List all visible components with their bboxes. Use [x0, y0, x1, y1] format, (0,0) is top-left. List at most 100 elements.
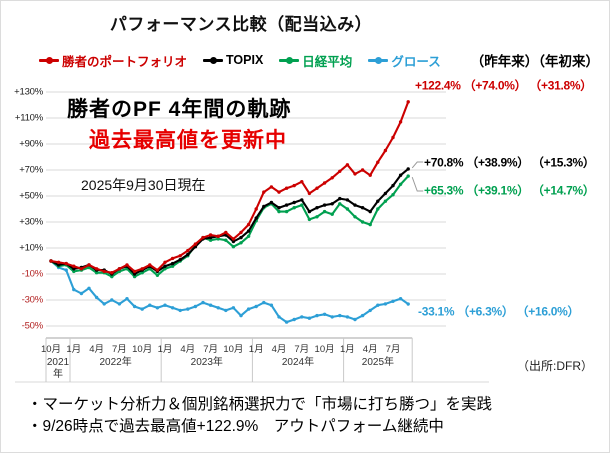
- series-marker: [254, 216, 258, 220]
- series-marker: [170, 256, 175, 261]
- series-marker: [239, 313, 243, 318]
- legend-item: グロース: [368, 51, 441, 70]
- y-axis-label: +30%: [19, 216, 43, 228]
- series-marker: [178, 308, 182, 313]
- series-marker: [186, 307, 190, 311]
- series-marker: [254, 304, 258, 309]
- series-marker: [368, 209, 372, 214]
- series-marker: [193, 304, 198, 309]
- series-marker: [262, 300, 266, 305]
- series-marker: [64, 268, 68, 272]
- x-axis-year-label: 2025年: [361, 357, 395, 368]
- series-marker: [322, 312, 327, 316]
- series-marker: [216, 237, 220, 241]
- series-marker: [338, 202, 342, 206]
- series-marker: [391, 299, 395, 303]
- series-marker: [322, 203, 327, 207]
- x-axis-month-label: 7月: [203, 344, 218, 355]
- x-axis-year-label: 2024年: [281, 357, 315, 368]
- series-marker: [246, 222, 251, 227]
- series-marker: [360, 313, 365, 318]
- annotation-headline: 勝者のPF 4年間の軌跡: [67, 98, 292, 121]
- y-axis-label: +90%: [19, 138, 43, 150]
- x-axis-month-label: 4月: [89, 344, 104, 355]
- series-marker: [360, 220, 365, 224]
- series-marker: [330, 202, 334, 206]
- series-marker: [178, 254, 182, 258]
- series-marker: [338, 313, 342, 318]
- legend-line-marker-icon: [203, 56, 224, 64]
- annotation-record-high: 過去最高値を更新中: [89, 129, 287, 152]
- series-marker: [330, 315, 334, 319]
- series-marker: [269, 303, 274, 307]
- legend-line-marker-icon: [279, 56, 300, 64]
- legend-line-marker-icon: [368, 56, 389, 64]
- x-axis-month-label: 10月: [132, 344, 153, 355]
- series-marker: [262, 190, 266, 194]
- series-marker: [406, 302, 410, 306]
- series-marker: [345, 198, 350, 202]
- series-marker: [148, 263, 152, 267]
- legend-item: 勝者のポートフォリオ: [39, 51, 187, 70]
- series-marker: [398, 173, 403, 177]
- series-marker: [163, 260, 167, 264]
- x-axis-month-label: 7月: [385, 344, 401, 355]
- label-connector: [411, 176, 424, 192]
- series-marker: [239, 235, 243, 240]
- series-marker: [353, 215, 357, 219]
- series-marker: [72, 287, 76, 292]
- series-marker: [292, 200, 296, 205]
- series-marker: [132, 272, 137, 276]
- series-marker: [170, 261, 175, 266]
- series-marker: [102, 269, 106, 274]
- y-axis-label: -10%: [21, 268, 44, 280]
- series-marker: [208, 303, 213, 307]
- series-marker: [353, 203, 357, 207]
- series-marker: [345, 163, 350, 167]
- series-marker: [216, 234, 220, 238]
- series-marker: [391, 183, 395, 188]
- label-connector: [411, 161, 424, 169]
- series-marker: [284, 186, 289, 190]
- series-marker: [246, 234, 251, 238]
- x-axis-month-label: 10月: [40, 344, 62, 355]
- series-marker: [132, 274, 137, 279]
- series-marker: [186, 252, 190, 257]
- series-marker: [224, 308, 228, 313]
- series-marker: [87, 286, 91, 290]
- series-marker: [79, 291, 84, 296]
- series-marker: [292, 206, 296, 210]
- series-end-label: +70.8% （+38.9%） （+15.3%）: [424, 155, 595, 170]
- series-marker: [269, 185, 274, 189]
- x-axis-month-label: 1月: [339, 344, 355, 355]
- series-marker: [406, 167, 410, 171]
- series-marker: [376, 207, 380, 211]
- legend-item-label: グロース: [391, 54, 441, 69]
- series-marker: [269, 200, 274, 205]
- series-marker: [406, 100, 410, 104]
- x-axis-month-label: 1月: [66, 344, 82, 355]
- series-marker: [224, 238, 228, 242]
- series-marker: [140, 267, 144, 271]
- series-marker: [64, 261, 68, 266]
- series-marker: [224, 230, 228, 235]
- series-marker: [231, 237, 236, 241]
- series-marker: [322, 209, 327, 214]
- series-marker: [231, 245, 236, 249]
- series-marker: [246, 307, 251, 311]
- series-marker: [383, 199, 388, 203]
- footer-note-line2: ・9/26時点で過去最高値+122.9% アウトパフォーム継続中: [27, 418, 444, 435]
- series-marker: [376, 303, 380, 307]
- series-marker: [231, 239, 236, 244]
- series-marker: [178, 258, 182, 262]
- series-marker: [338, 196, 342, 201]
- series-marker: [315, 313, 319, 318]
- series-marker: [140, 271, 144, 275]
- series-end-label: +122.4% （+74.0%） （+31.8%）: [415, 78, 592, 93]
- series-end-label: +65.3% （+39.1%） （+14.7%）: [424, 183, 595, 198]
- y-axis-label: -50%: [21, 320, 44, 332]
- series-marker: [125, 263, 129, 267]
- series-marker: [322, 181, 327, 185]
- series-marker: [170, 264, 175, 268]
